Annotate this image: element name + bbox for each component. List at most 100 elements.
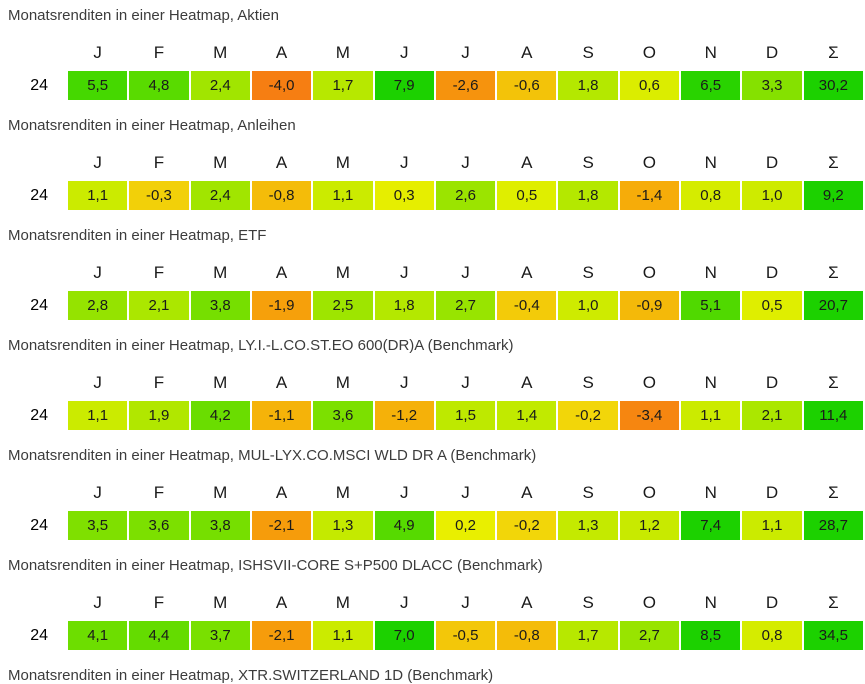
return-cell: -0,8: [251, 181, 312, 210]
return-cell: 3,6: [129, 511, 189, 540]
column-header: J: [93, 373, 102, 392]
heatmap-title: Monatsrenditen in einer Heatmap, Aktien: [8, 7, 279, 24]
returns-row: 24 1,1 -0,3 2,4 -0,8 1,1 0,3 2,6 0,5 1,8 -1,4 0,8 1,…: [0, 181, 863, 210]
return-cell: 1,3: [313, 511, 373, 540]
column-header: F: [153, 483, 165, 502]
column-header: S: [582, 373, 594, 392]
column-header: J: [93, 483, 102, 502]
return-cell: 6,5: [681, 71, 741, 100]
return-cell: -1,2: [374, 401, 434, 430]
returns-row: 24 3,5 3,6 3,8 -2,1 1,3 4,9 0,2 -0,2 1,3 1,2 7,4 1,1…: [0, 511, 863, 540]
column-header: J: [93, 153, 102, 172]
return-cell: 0,2: [435, 511, 496, 540]
column-header: J: [399, 43, 409, 62]
column-header: M: [213, 153, 228, 172]
return-cell: 2,8: [68, 291, 128, 320]
return-cell: 1,1: [68, 401, 128, 430]
column-header: J: [93, 593, 102, 612]
column-header: J: [461, 483, 470, 502]
return-cell: 2,1: [742, 401, 802, 430]
column-header: Σ: [828, 593, 839, 612]
column-header: D: [765, 373, 779, 392]
column-header: N: [704, 263, 717, 282]
column-header: J: [399, 153, 409, 172]
return-cell: 3,8: [190, 291, 250, 320]
return-cell: 0,5: [497, 181, 557, 210]
column-header: A: [275, 153, 288, 172]
return-cell: 0,5: [742, 291, 802, 320]
column-header: S: [582, 263, 594, 282]
return-cell: 1,8: [374, 291, 434, 320]
column-header: A: [275, 593, 288, 612]
column-header: M: [335, 593, 350, 612]
return-cell: 2,7: [435, 291, 496, 320]
return-cell: -0,9: [619, 291, 680, 320]
heatmap-title: Monatsrenditen in einer Heatmap, LY.I.-L…: [8, 337, 514, 354]
column-header: O: [642, 43, 657, 62]
sum-cell: 34,5: [803, 621, 863, 650]
return-cell: -2,1: [251, 621, 312, 650]
heatmap-title: Monatsrenditen in einer Heatmap, ISHSVII…: [8, 557, 543, 574]
year-label: 24: [30, 77, 48, 94]
return-cell: 5,1: [681, 291, 741, 320]
column-header: M: [335, 373, 350, 392]
heatmap-section: Monatsrenditen in einer Heatmap, Anleihe…: [0, 118, 865, 210]
return-cell: -0,2: [558, 401, 618, 430]
column-header: M: [213, 43, 228, 62]
column-header: A: [275, 43, 288, 62]
header-spacer: [0, 483, 66, 503]
year-label: 24: [30, 407, 48, 424]
header-spacer: [0, 593, 66, 613]
return-cell: 7,9: [374, 71, 434, 100]
heatmap-title: Monatsrenditen in einer Heatmap, MUL-LYX…: [8, 447, 537, 464]
column-header: S: [582, 153, 594, 172]
return-cell: 1,3: [558, 511, 618, 540]
column-header: J: [399, 373, 409, 392]
column-header: J: [93, 263, 102, 282]
column-header: M: [335, 483, 350, 502]
return-cell: 2,4: [190, 181, 250, 210]
column-header: Σ: [828, 483, 839, 502]
column-header: A: [521, 153, 533, 172]
column-header: Σ: [828, 373, 839, 392]
return-cell: -1,1: [251, 401, 312, 430]
column-header: J: [461, 593, 470, 612]
column-header: D: [765, 483, 779, 502]
return-cell: -4,0: [251, 71, 312, 100]
return-cell: 2,6: [435, 181, 496, 210]
column-header: O: [642, 593, 657, 612]
return-cell: -0,6: [497, 71, 557, 100]
column-header: N: [704, 153, 717, 172]
year-label: 24: [30, 517, 48, 534]
column-header: N: [704, 483, 717, 502]
column-header: M: [335, 153, 350, 172]
sum-cell: 9,2: [803, 181, 863, 210]
year-label: 24: [30, 627, 48, 644]
year-label: 24: [30, 187, 48, 204]
return-cell: 3,5: [68, 511, 128, 540]
return-cell: 1,1: [313, 621, 373, 650]
column-header: J: [399, 593, 409, 612]
column-header: A: [521, 263, 533, 282]
return-cell: 1,8: [558, 181, 618, 210]
return-cell: -0,3: [129, 181, 189, 210]
return-cell: 1,1: [681, 401, 741, 430]
return-cell: 0,8: [681, 181, 741, 210]
column-header: O: [642, 483, 657, 502]
column-header: O: [642, 263, 657, 282]
return-cell: -2,6: [435, 71, 496, 100]
sum-cell: 20,7: [803, 291, 863, 320]
return-cell: 1,1: [68, 181, 128, 210]
heatmap-section: Monatsrenditen in einer Heatmap, XTR.SWI…: [0, 668, 865, 684]
return-cell: 2,4: [190, 71, 250, 100]
return-cell: 1,7: [313, 71, 373, 100]
return-cell: 4,2: [190, 401, 250, 430]
return-cell: -0,8: [497, 621, 557, 650]
return-cell: 1,0: [742, 181, 802, 210]
column-header: A: [275, 373, 288, 392]
column-header: J: [93, 43, 102, 62]
return-cell: 1,2: [619, 511, 680, 540]
